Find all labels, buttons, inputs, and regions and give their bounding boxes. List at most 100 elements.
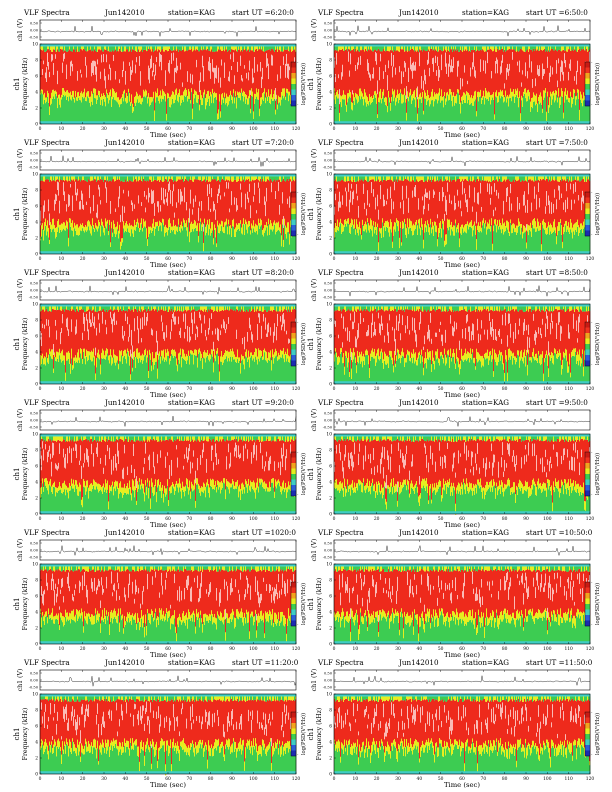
spectrogram-cell bbox=[334, 57, 335, 68]
spectrogram-cell bbox=[499, 121, 501, 124]
spectrogram-cell bbox=[205, 109, 207, 124]
spectrogram-cell bbox=[245, 44, 247, 47]
spectrogram-cell bbox=[158, 174, 160, 177]
spectrogram-cell bbox=[473, 95, 475, 106]
spectrogram-cell bbox=[269, 96, 271, 103]
spectrogram-cell bbox=[565, 60, 566, 68]
spectrogram-cell bbox=[508, 96, 510, 107]
spectrogram-cell bbox=[471, 121, 473, 124]
spectrogram-cell bbox=[464, 92, 466, 103]
spectrogram-cell bbox=[244, 96, 246, 124]
spectrogram-cell bbox=[106, 187, 107, 203]
spectrogram-cell bbox=[248, 174, 250, 177]
spectrogram-cell bbox=[334, 44, 336, 47]
y-tick-label: 8 bbox=[35, 59, 38, 64]
spectrogram-cell bbox=[169, 181, 170, 191]
spectrogram-cell bbox=[383, 121, 385, 124]
spectrogram-cell bbox=[141, 44, 143, 47]
spectrogram-cell bbox=[503, 102, 505, 124]
spectrogram-cell bbox=[159, 181, 161, 221]
spectrogram-cell bbox=[569, 46, 571, 50]
spectrogram-cell bbox=[379, 102, 381, 124]
spectrogram-cell bbox=[71, 174, 73, 177]
spectrogram-cell bbox=[86, 101, 88, 124]
spectrogram-cell bbox=[170, 223, 172, 233]
spectrogram-cell bbox=[490, 104, 492, 124]
spectrogram-cell bbox=[126, 181, 128, 222]
spectrogram-cell bbox=[268, 44, 270, 47]
spectrogram-cell bbox=[65, 176, 67, 180]
spectrogram-cell bbox=[62, 180, 64, 224]
spectrogram-cell bbox=[46, 46, 48, 51]
spectrogram-cell bbox=[534, 101, 536, 124]
spectrogram-cell bbox=[102, 105, 104, 124]
spectrogram-cell bbox=[588, 46, 590, 51]
spectrogram-cell bbox=[573, 46, 575, 51]
spectrogram-cell bbox=[247, 50, 249, 99]
spectrogram-cell bbox=[199, 251, 201, 254]
spectrogram-cell bbox=[355, 97, 357, 124]
spectrogram-cell bbox=[261, 97, 263, 105]
spectrogram-cell bbox=[336, 46, 338, 51]
spectrogram-cell bbox=[150, 58, 151, 69]
spectrogram-cell bbox=[86, 176, 88, 182]
spectrogram-cell bbox=[192, 174, 194, 177]
spectrogram-cell bbox=[78, 251, 80, 254]
spectrogram-cell bbox=[157, 97, 159, 124]
spectrogram-cell bbox=[151, 121, 153, 124]
spectrogram-cell bbox=[496, 51, 498, 91]
spectrogram-cell bbox=[121, 121, 123, 124]
spectrogram-cell bbox=[467, 103, 469, 124]
spectrogram-cell bbox=[461, 50, 463, 97]
spectrogram-cell bbox=[50, 176, 52, 180]
spectrogram-cell bbox=[394, 97, 396, 124]
spectrogram-cell bbox=[420, 46, 422, 51]
spectrogram-cell bbox=[586, 44, 588, 47]
spectrogram-cell bbox=[584, 95, 586, 100]
spectrogram-cell bbox=[437, 103, 439, 124]
spectrogram-cell bbox=[512, 51, 513, 60]
spectrogram-cell bbox=[559, 97, 561, 108]
spectrogram-cell bbox=[415, 46, 417, 51]
spectrogram-cell bbox=[394, 121, 396, 124]
spectrogram-cell bbox=[62, 174, 64, 177]
spectrogram-cell bbox=[116, 234, 118, 254]
spectrogram-cell bbox=[550, 91, 552, 97]
spectrogram-cell bbox=[127, 46, 129, 50]
spectrogram-cell bbox=[128, 51, 130, 89]
spectrogram-cell bbox=[129, 93, 131, 102]
spectrogram-cell bbox=[537, 46, 539, 50]
spectrogram-cell bbox=[156, 44, 158, 47]
spectrogram-cell bbox=[41, 44, 43, 47]
spectrogram-cell bbox=[541, 44, 543, 47]
spectrogram-cell bbox=[437, 121, 439, 124]
spectrogram-cell bbox=[232, 220, 234, 227]
spectrogram-cell bbox=[146, 238, 148, 254]
spectrogram-cell bbox=[377, 44, 379, 47]
spectrogram-cell bbox=[129, 174, 131, 177]
spectrogram-cell bbox=[163, 46, 165, 52]
spectrogram-cell bbox=[478, 50, 480, 92]
spectrogram-cell bbox=[450, 65, 451, 73]
colorbar-label: log(PSD(V²/Hz)) bbox=[594, 63, 601, 105]
spectrogram-cell bbox=[426, 50, 428, 96]
spectrogram-cell bbox=[82, 174, 84, 177]
spectrogram-cell bbox=[258, 89, 260, 100]
spectrogram-cell bbox=[142, 176, 144, 182]
spectrogram-cell bbox=[512, 96, 514, 124]
spectrogram-cell bbox=[149, 226, 151, 234]
spectrogram-cell bbox=[149, 174, 151, 177]
spectrogram-cell bbox=[137, 251, 139, 254]
waveform-tick-label: 0.50 bbox=[324, 22, 333, 26]
spectrogram-cell bbox=[439, 46, 441, 50]
spectrogram-cell bbox=[477, 91, 479, 98]
spectrogram-cell bbox=[533, 46, 535, 49]
spectrogram-cell bbox=[570, 91, 572, 97]
spectrogram-cell bbox=[128, 225, 130, 233]
spectrogram-cell bbox=[226, 102, 228, 124]
spectrogram-cell bbox=[95, 44, 97, 47]
spectrogram-cell bbox=[496, 121, 498, 124]
spectrogram-cell bbox=[116, 101, 118, 124]
spectrogram-cell bbox=[114, 44, 116, 47]
spectrogram-cell bbox=[246, 46, 248, 52]
